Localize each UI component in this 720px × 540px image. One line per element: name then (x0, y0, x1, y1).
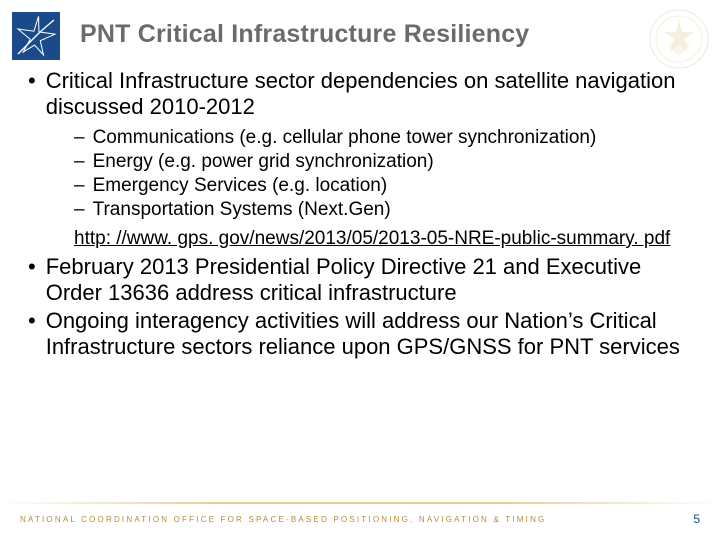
slide: PNT Critical Infrastructure Resiliency •… (0, 0, 720, 540)
bullet-item: • February 2013 Presidential Policy Dire… (24, 254, 696, 306)
sub-bullet-text: Communications (e.g. cellular phone towe… (93, 126, 597, 149)
sub-bullet-text: Transportation Systems (Next.Gen) (93, 198, 391, 221)
sub-bullet-item: – Communications (e.g. cellular phone to… (74, 126, 696, 149)
bullet-text: February 2013 Presidential Policy Direct… (46, 254, 696, 306)
bullet-item: • Critical Infrastructure sector depende… (24, 68, 696, 120)
sub-bullet-text: Emergency Services (e.g. location) (93, 174, 388, 197)
divider-bar (0, 502, 720, 504)
sub-bullet-item: – Emergency Services (e.g. location) (74, 174, 696, 197)
dash-icon: – (74, 198, 85, 221)
bullet-dot-icon: • (28, 68, 36, 94)
sub-bullet-item: – Energy (e.g. power grid synchronizatio… (74, 150, 696, 173)
bullet-dot-icon: • (28, 308, 36, 334)
sub-bullet-item: – Transportation Systems (Next.Gen) (74, 198, 696, 221)
footer: NATIONAL COORDINATION OFFICE FOR SPACE-B… (20, 512, 700, 526)
bullet-dot-icon: • (28, 254, 36, 280)
star-logo-icon (12, 12, 60, 60)
bullet-text: Critical Infrastructure sector dependenc… (46, 68, 696, 120)
seal-icon (648, 8, 710, 70)
content-area: • Critical Infrastructure sector depende… (24, 66, 696, 362)
footer-text: NATIONAL COORDINATION OFFICE FOR SPACE-B… (20, 515, 546, 524)
dash-icon: – (74, 126, 85, 149)
link-text[interactable]: http: //www. gps. gov/news/2013/05/2013-… (74, 227, 696, 250)
sub-bullet-text: Energy (e.g. power grid synchronization) (93, 150, 434, 173)
sub-list: – Communications (e.g. cellular phone to… (74, 126, 696, 221)
dash-icon: – (74, 150, 85, 173)
bullet-text: Ongoing interagency activities will addr… (46, 308, 696, 360)
seal-watermark (648, 8, 710, 70)
dash-icon: – (74, 174, 85, 197)
slide-title: PNT Critical Infrastructure Resiliency (80, 20, 529, 49)
bullet-item: • Ongoing interagency activities will ad… (24, 308, 696, 360)
logo-box (12, 12, 60, 60)
page-number: 5 (693, 512, 700, 526)
